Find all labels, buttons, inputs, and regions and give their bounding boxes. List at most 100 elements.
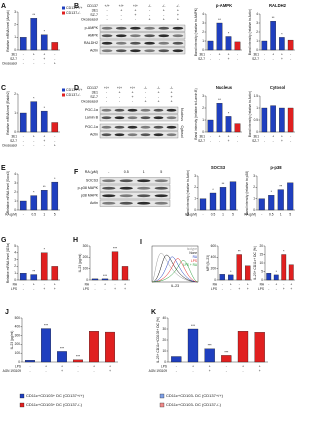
condition-mark: - xyxy=(202,212,203,216)
significance: *** xyxy=(76,355,81,359)
bar xyxy=(279,37,285,51)
y-tick-label: 100 xyxy=(83,267,89,271)
legend-swatch xyxy=(62,6,65,10)
condition-mark: + xyxy=(149,17,151,21)
y-axis-label: Band intensity (relative to Lamin B) xyxy=(194,88,198,139)
condition-mark: 0.5 xyxy=(211,212,216,216)
lane-label: +/+ xyxy=(119,4,124,8)
condition-mark: - xyxy=(290,134,291,138)
blot-band xyxy=(153,133,164,137)
panel-letter: G xyxy=(1,237,7,244)
bar xyxy=(40,190,48,211)
condition-label: 3E1 xyxy=(11,52,17,56)
legend-label: CD137-/- xyxy=(66,93,81,97)
blot-band xyxy=(137,201,151,205)
condition-mark: + xyxy=(54,287,56,291)
row-label: Actin xyxy=(90,201,98,205)
lane-label: 5 xyxy=(160,170,162,174)
condition-mark: - xyxy=(268,282,269,286)
condition-mark: + xyxy=(45,364,47,368)
significance: ** xyxy=(218,98,221,102)
lane-label: -/- xyxy=(170,86,174,90)
chart-title: Cytosol xyxy=(270,85,285,90)
bar xyxy=(270,105,276,133)
bar xyxy=(237,331,249,363)
blot-band xyxy=(102,201,116,205)
bar xyxy=(171,356,182,363)
legend-label: CD11c+CD103- DC (CD137+/+) xyxy=(166,393,224,398)
bar xyxy=(19,200,27,211)
bar xyxy=(245,265,251,281)
lane-label: +/+ xyxy=(117,86,122,90)
y-axis-label: Band intensity (relative to AMPK) xyxy=(194,8,198,56)
condition-mark: - xyxy=(219,139,220,143)
blot-band xyxy=(102,179,116,183)
legend-swatch xyxy=(62,11,65,15)
y-tick-label: 200 xyxy=(83,255,89,259)
condition-mark: + xyxy=(61,369,63,373)
condition-label: Oxozeasol xyxy=(81,99,98,103)
bar xyxy=(288,264,294,281)
condition-mark: - xyxy=(23,282,24,286)
condition-label: LPS xyxy=(211,287,217,291)
condition-mark: - xyxy=(264,139,265,143)
condition-label: AGN 193109 xyxy=(149,369,168,373)
y-axis-label: IL-23+ CD11c+CD103+ DC (%) xyxy=(156,317,160,363)
condition-mark: - xyxy=(94,287,95,291)
condition-mark: - xyxy=(176,364,177,368)
condition-label: RA xyxy=(213,282,218,286)
condition-mark: + xyxy=(228,134,230,138)
condition-mark: + xyxy=(228,139,230,143)
y-tick-label: 3 xyxy=(194,174,196,178)
panel-letter: C xyxy=(1,85,6,92)
panel-letter: I xyxy=(140,239,142,246)
y-tick-label: 1 xyxy=(14,271,16,275)
y-tick-label: 5 xyxy=(261,269,263,273)
condition-mark: + xyxy=(33,134,35,138)
significance: * xyxy=(54,177,56,181)
y-tick-label: 500 xyxy=(15,316,21,320)
condition-mark: - xyxy=(290,57,291,61)
condition-label: LPS xyxy=(83,287,89,291)
blot-band xyxy=(137,194,151,198)
lane-label: -/- xyxy=(157,86,161,90)
condition-mark: + xyxy=(43,134,45,138)
condition-mark: + xyxy=(209,369,211,373)
condition-mark: - xyxy=(163,13,165,17)
condition-mark: - xyxy=(119,95,121,99)
y-tick-label: 2 xyxy=(14,92,16,96)
condition-mark: - xyxy=(222,282,223,286)
condition-mark: + xyxy=(43,139,45,143)
condition-mark: - xyxy=(145,95,147,99)
y-tick-label: 1.5 xyxy=(254,94,259,98)
blot-band xyxy=(102,186,116,190)
y-tick-label: 4 xyxy=(14,172,16,176)
blot-band xyxy=(154,194,168,198)
condition-mark: - xyxy=(132,99,134,103)
y-tick-label: 0 xyxy=(14,208,16,212)
y-axis-label: Relative mRNA level (Socs3) xyxy=(6,171,10,213)
blot-band xyxy=(153,108,164,112)
condition-mark: - xyxy=(44,282,45,286)
condition-label: RA xyxy=(260,282,265,286)
bar xyxy=(40,110,48,133)
condition-mark: + xyxy=(242,364,244,368)
condition-mark: + xyxy=(131,90,133,94)
condition-mark: + xyxy=(33,52,35,56)
significance: * xyxy=(33,96,35,100)
section-label: Nucleus xyxy=(180,108,184,121)
blot-band xyxy=(166,125,177,129)
lane-label: +/+ xyxy=(133,4,138,8)
condition-mark: - xyxy=(222,287,223,291)
condition-mark: - xyxy=(29,369,30,373)
condition-mark: - xyxy=(268,287,269,291)
row-label: PGC-1α xyxy=(85,125,98,129)
y-tick-label: 2 xyxy=(14,190,16,194)
row-label: Actin xyxy=(90,49,98,53)
y-tick-label: 2 xyxy=(14,264,16,268)
y-tick-label: 4 xyxy=(14,251,16,255)
bar xyxy=(111,251,119,281)
y-tick-label: 30 xyxy=(162,327,166,331)
condition-mark: - xyxy=(226,364,227,368)
bar xyxy=(40,34,48,51)
